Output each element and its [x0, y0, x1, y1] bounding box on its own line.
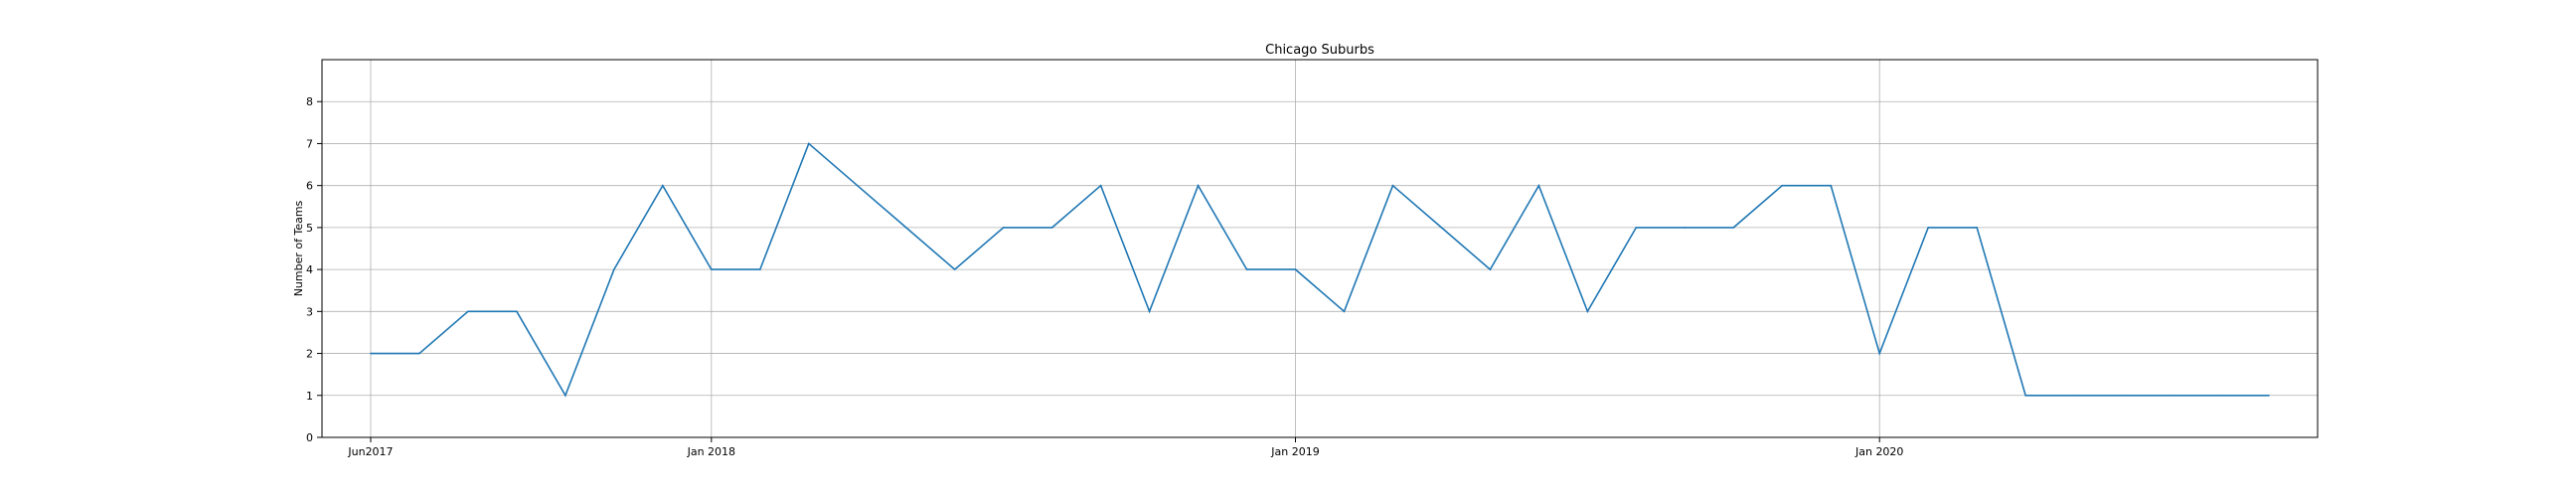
data-point [2268, 394, 2270, 397]
data-point [758, 268, 761, 270]
data-point [1927, 227, 1929, 229]
data-point [1245, 268, 1248, 270]
data-point [1343, 310, 1346, 313]
chart-title: Chicago Suburbs [1265, 43, 1374, 58]
y-tick-label: 3 [306, 305, 313, 318]
plot-frame [321, 59, 2319, 438]
data-point [370, 352, 372, 355]
y-tick-label: 4 [306, 263, 313, 276]
data-point [953, 268, 956, 270]
x-tick-label: Jun2017 [347, 445, 393, 458]
x-tick-label: Jan 2020 [1854, 445, 1903, 458]
y-tick-label: 0 [306, 431, 313, 444]
data-point [2122, 394, 2124, 397]
data-point [1732, 227, 1735, 229]
data-point [1976, 227, 1978, 229]
data-point [1635, 227, 1638, 229]
data-point [1294, 268, 1297, 270]
series-line [370, 142, 2270, 398]
data-point [856, 184, 859, 187]
series [370, 142, 2270, 398]
data-point [418, 352, 420, 355]
grid [322, 60, 2318, 438]
data-point [2171, 394, 2173, 397]
data-point [516, 310, 518, 313]
data-point [1878, 352, 1881, 355]
data-point [904, 227, 907, 229]
data-point [1830, 184, 1833, 187]
data-point [1489, 268, 1492, 270]
data-point [807, 142, 810, 145]
data-point [1537, 184, 1540, 187]
data-point [711, 268, 713, 270]
data-point [2024, 394, 2026, 397]
y-tick-label: 5 [306, 222, 313, 235]
data-point [564, 394, 566, 397]
y-axis: 0 1 2 3 4 5 6 7 8 [306, 95, 322, 444]
data-point [1440, 227, 1443, 229]
data-point [1586, 310, 1589, 313]
x-tick-label: Jan 2019 [1270, 445, 1319, 458]
x-tick-label: Jan 2018 [687, 445, 735, 458]
y-tick-label: 2 [306, 348, 313, 361]
data-point [1050, 227, 1053, 229]
y-tick-label: 8 [306, 95, 313, 108]
y-tick-label: 7 [306, 137, 313, 150]
data-point [1197, 184, 1200, 187]
data-point [1148, 310, 1151, 313]
data-point [1002, 227, 1005, 229]
data-point [613, 268, 615, 270]
y-tick-label: 6 [306, 180, 313, 193]
data-point [1781, 184, 1784, 187]
y-tick-label: 1 [306, 390, 313, 403]
y-axis-label: Number of Teams [292, 200, 305, 296]
data-point [1391, 184, 1394, 187]
data-point [1684, 227, 1687, 229]
data-point [2219, 394, 2221, 397]
data-point [1099, 184, 1102, 187]
data-point [2073, 394, 2075, 397]
data-point [662, 184, 664, 187]
data-point [467, 310, 469, 313]
x-axis: Jun2017 Jan 2018 Jan 2019 Jan 2020 [347, 437, 1903, 458]
